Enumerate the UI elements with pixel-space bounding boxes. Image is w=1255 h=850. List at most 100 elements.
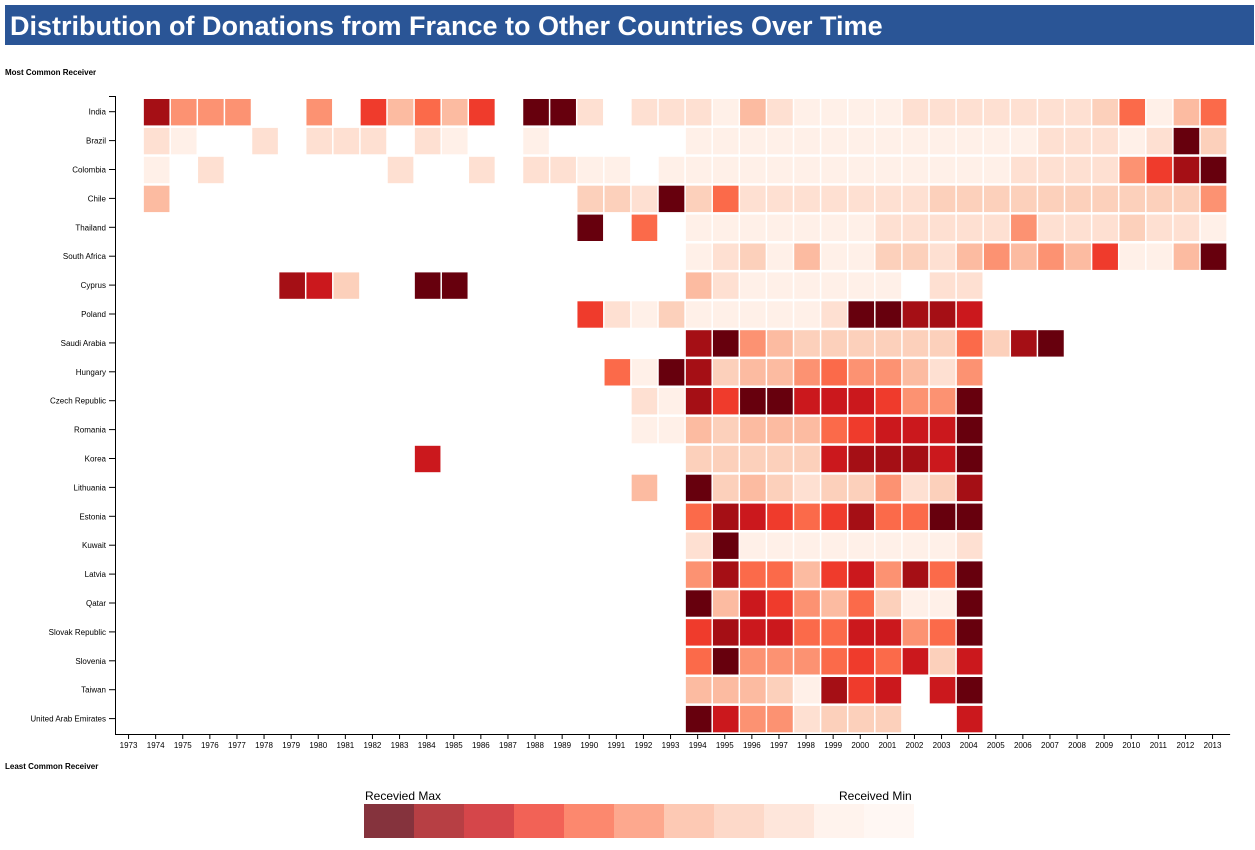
heatmap-cell (929, 677, 956, 704)
heatmap-cell (1146, 127, 1173, 155)
heatmap-cell (712, 243, 739, 270)
heatmap-cell (821, 648, 847, 675)
heatmap-cell (1092, 185, 1118, 213)
x-tick-label: 1974 (147, 741, 165, 750)
heatmap-cell (523, 156, 549, 184)
heatmap-cell (685, 127, 712, 155)
heatmap-cell (767, 619, 793, 646)
heatmap-cell (821, 185, 847, 213)
heatmap-cell (794, 243, 820, 270)
heatmap-cell (1200, 185, 1227, 213)
heatmap-cell (767, 648, 793, 675)
heatmap-cell (767, 301, 793, 328)
heatmap-cell (848, 590, 875, 617)
heatmap-cell (956, 214, 983, 241)
heatmap-cell (712, 590, 739, 617)
heatmap-cell (658, 185, 685, 213)
heatmap-cell (658, 156, 685, 184)
x-axis: 1973 1974 1975 1976 1977 1978 1979 1980 1981 1982… (115, 734, 1231, 750)
heatmap-cell (740, 301, 766, 328)
y-tick-label: Kuwait (82, 541, 107, 550)
heatmap-cell (821, 532, 847, 559)
x-tick-label: 1973 (120, 741, 138, 750)
x-tick-label: 2013 (1204, 741, 1222, 750)
heatmap-cell (929, 243, 956, 270)
heatmap-cell (767, 561, 793, 588)
heatmap-cell (1011, 330, 1037, 357)
x-tick-label: 1979 (282, 741, 300, 750)
heatmap-cell (740, 330, 766, 357)
heatmap-cell (848, 561, 875, 588)
heatmap-cell (821, 388, 847, 415)
heatmap-cell (712, 330, 739, 357)
heatmap-cell (875, 359, 902, 386)
heatmap-cell (712, 503, 739, 530)
heatmap-cell (333, 272, 360, 299)
heatmap-cell (929, 619, 956, 646)
y-tick-label: Taiwan (81, 686, 106, 695)
heatmap-cell (929, 330, 956, 357)
heatmap-cell (631, 185, 658, 213)
heatmap-cell (712, 272, 739, 299)
legend-swatch (764, 804, 814, 838)
heatmap-cell (170, 127, 197, 155)
heatmap-cell (658, 99, 685, 126)
heatmap-cell (902, 388, 929, 415)
heatmap-cell (956, 619, 983, 646)
heatmap-cell (631, 301, 658, 328)
heatmap-cell (848, 532, 875, 559)
heatmap-cell (414, 99, 441, 126)
y-tick-label: Lithuania (74, 483, 107, 492)
heatmap-cell (740, 648, 766, 675)
heatmap-cell (767, 330, 793, 357)
heatmap-cell (577, 214, 604, 241)
heatmap-cell (1038, 99, 1064, 126)
y-tick-label: Hungary (76, 368, 106, 377)
heatmap-cell (712, 185, 739, 213)
heatmap-cell (1092, 214, 1118, 241)
heatmap-cell (848, 214, 875, 241)
x-tick-label: 1998 (797, 741, 815, 750)
heatmap-cell (821, 127, 847, 155)
heatmap-cell (821, 619, 847, 646)
heatmap-cell (794, 503, 820, 530)
heatmap-cell (1038, 127, 1064, 155)
heatmap-cell (956, 561, 983, 588)
heatmap-cell (848, 503, 875, 530)
x-tick-label: 1987 (499, 741, 517, 750)
heatmap-cell (469, 156, 495, 184)
heatmap-cell (712, 648, 739, 675)
heatmap-cell (794, 445, 820, 473)
x-tick-label: 1980 (309, 741, 327, 750)
heatmap-cell (225, 99, 251, 126)
heatmap-cell (685, 532, 712, 559)
heatmap-cell (1011, 185, 1037, 213)
heatmap-cell (712, 619, 739, 646)
x-tick-label: 1996 (743, 741, 761, 750)
heatmap-cell (712, 677, 739, 704)
heatmap-cell (550, 99, 576, 126)
heatmap-cell (794, 474, 820, 502)
heatmap-cell (929, 185, 956, 213)
heatmap-cell (848, 156, 875, 184)
legend-swatch (514, 804, 564, 838)
heatmap-cell (1173, 214, 1200, 241)
heatmap-cell (740, 619, 766, 646)
y-tick-label: South Africa (63, 252, 107, 261)
heatmap-cell (767, 532, 793, 559)
heatmap-cell (875, 705, 902, 733)
y-tick-label: Czech Republic (50, 397, 106, 406)
legend-swatch (864, 804, 914, 838)
heatmap-cell (767, 590, 793, 617)
heatmap-cell (740, 445, 766, 473)
heatmap-cell (902, 127, 929, 155)
heatmap-cell (1065, 214, 1091, 241)
heatmap-cell (794, 272, 820, 299)
heatmap-cell (170, 99, 197, 126)
heatmap-cell (956, 503, 983, 530)
heatmap-cell (902, 590, 929, 617)
heatmap-cell (740, 416, 766, 444)
heatmap-cell (685, 330, 712, 357)
heatmap-cell (1092, 243, 1118, 270)
heatmap-cell (794, 416, 820, 444)
